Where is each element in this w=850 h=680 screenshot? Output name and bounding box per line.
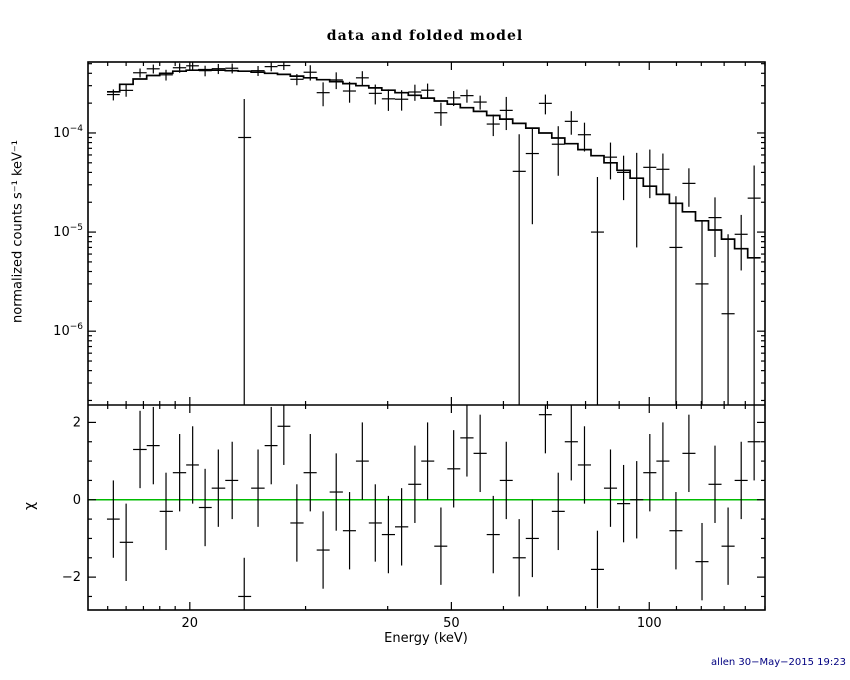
svg-text:2: 2 [73, 415, 81, 430]
x-axis-label-energy: Energy (keV) [384, 631, 468, 646]
svg-text:50: 50 [443, 616, 460, 631]
svg-text:100: 100 [637, 616, 662, 631]
residual-points [106, 405, 761, 610]
plot-title: data and folded model [326, 28, 524, 44]
data-points [106, 62, 761, 405]
svg-text:20: 20 [182, 616, 199, 631]
y-axis-label-chi: χ [22, 501, 38, 511]
axis-ticks [88, 62, 766, 610]
axes-frame [87, 61, 766, 611]
y-axis-label-counts: normalized counts s⁻¹ keV⁻¹ [10, 140, 26, 323]
tick-labels: 20 50 100 10−6 10−5 10−4 −2 0 2 [53, 124, 661, 631]
timestamp-stamp: allen 30−May−2015 19:23 [711, 657, 846, 668]
svg-text:10−4: 10−4 [53, 124, 83, 141]
svg-text:10−6: 10−6 [53, 322, 83, 339]
svg-text:−2: −2 [62, 570, 81, 585]
svg-text:0: 0 [73, 493, 81, 508]
svg-text:10−5: 10−5 [53, 223, 83, 240]
